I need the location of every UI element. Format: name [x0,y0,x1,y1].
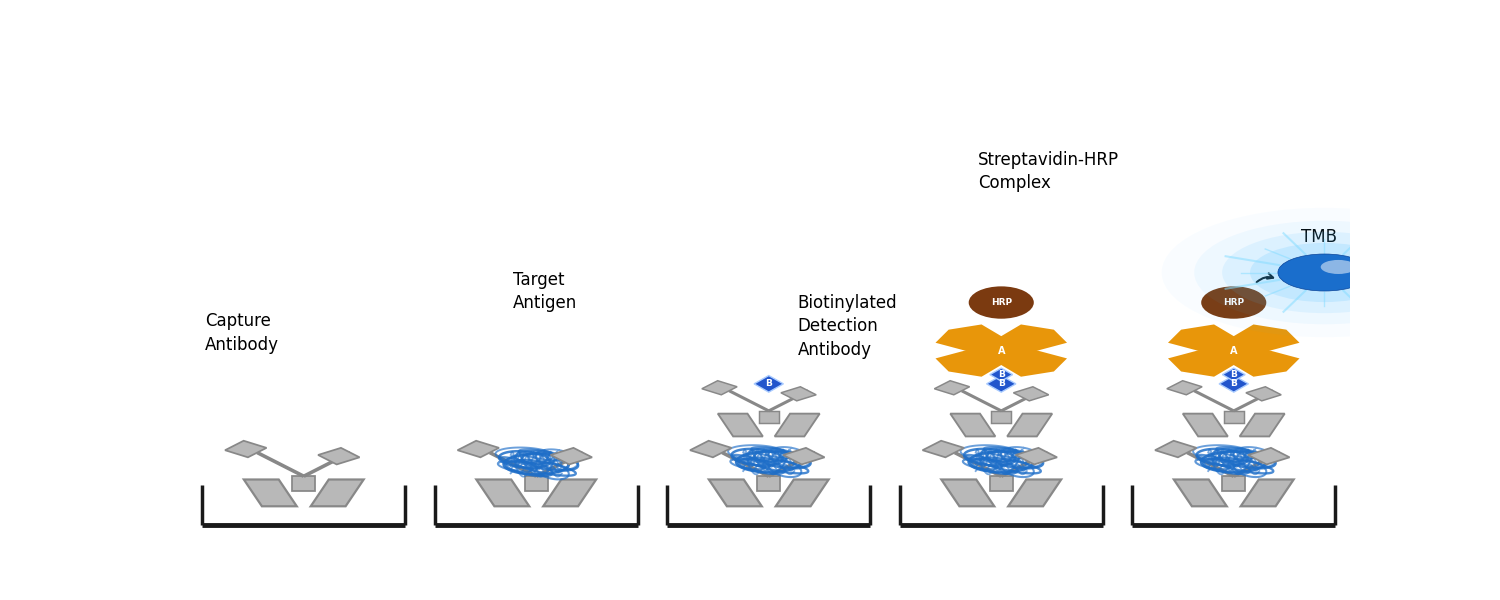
Polygon shape [1167,381,1202,395]
Polygon shape [1227,348,1299,377]
Circle shape [1222,232,1426,313]
Text: Capture
Antibody: Capture Antibody [206,312,279,354]
Polygon shape [1246,387,1281,401]
Polygon shape [774,413,819,436]
Polygon shape [1220,376,1248,392]
Polygon shape [936,325,1008,353]
Text: B: B [1230,379,1238,388]
Text: A: A [998,346,1005,356]
Bar [759,411,778,424]
Polygon shape [543,479,596,506]
Bar [1222,476,1245,491]
Bar [292,476,315,491]
Polygon shape [1222,368,1245,381]
Polygon shape [1014,387,1048,401]
Text: HRP: HRP [1222,298,1245,307]
Polygon shape [783,448,825,464]
Ellipse shape [969,286,1034,319]
Circle shape [975,340,1028,361]
Polygon shape [994,325,1066,353]
Ellipse shape [1202,286,1266,319]
Polygon shape [1016,448,1058,464]
Polygon shape [710,479,762,506]
Text: TMB: TMB [1300,228,1336,246]
Polygon shape [690,441,732,457]
Circle shape [1278,254,1371,291]
Polygon shape [754,376,783,392]
Polygon shape [1248,448,1290,464]
Text: Target
Antigen: Target Antigen [513,271,578,312]
Polygon shape [310,479,363,506]
Bar [758,476,780,491]
Polygon shape [1240,479,1293,506]
Polygon shape [458,441,500,457]
Polygon shape [1007,413,1052,436]
Bar [992,411,1011,424]
Text: A: A [1230,346,1238,356]
Polygon shape [1174,479,1227,506]
Circle shape [1208,340,1260,361]
Circle shape [1194,221,1455,324]
Polygon shape [1184,413,1228,436]
Polygon shape [990,368,1012,381]
Polygon shape [994,348,1066,377]
Text: B: B [998,370,1005,379]
Polygon shape [718,413,764,436]
Text: Biotinylated
Detection
Antibody: Biotinylated Detection Antibody [798,294,897,359]
Polygon shape [936,348,1008,377]
Polygon shape [477,479,530,506]
Polygon shape [1168,348,1240,377]
Bar [1224,411,1244,424]
Polygon shape [942,479,994,506]
Polygon shape [1227,325,1299,353]
Polygon shape [1008,479,1060,506]
Polygon shape [244,479,297,506]
Polygon shape [922,441,964,457]
Polygon shape [1168,325,1240,353]
Polygon shape [702,381,736,395]
Circle shape [1250,243,1400,302]
Text: Streptavidin-HRP
Complex: Streptavidin-HRP Complex [978,151,1119,192]
Polygon shape [1239,413,1284,436]
Polygon shape [987,376,1016,392]
Text: HRP: HRP [990,298,1012,307]
Polygon shape [225,441,267,457]
Polygon shape [934,381,969,395]
Text: B: B [765,379,772,388]
Text: B: B [998,379,1005,388]
Polygon shape [318,448,360,464]
Polygon shape [951,413,996,436]
Text: B: B [1230,370,1238,379]
Bar [525,476,548,491]
Circle shape [1320,260,1356,274]
Polygon shape [782,387,816,401]
Bar [990,476,1012,491]
Polygon shape [550,448,592,464]
Polygon shape [1155,441,1197,457]
Polygon shape [776,479,828,506]
